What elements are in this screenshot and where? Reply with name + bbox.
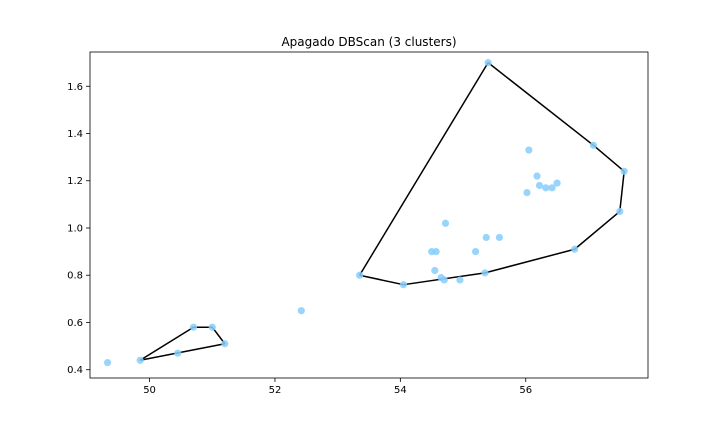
data-point [571,245,579,253]
data-point [221,340,229,348]
data-point [481,269,489,277]
plot-frame [89,51,649,379]
y-tick-label: 0.8 [67,271,83,282]
data-point [208,323,216,331]
data-point [535,181,544,190]
data-point [297,307,305,315]
data-point [103,359,112,367]
data-point [431,266,439,275]
data-point [356,271,364,279]
data-point [616,207,624,216]
chart-title: Apagado DBScan (3 clusters) [281,35,456,49]
data-point [432,248,440,256]
data-point [620,167,628,175]
x-axis: 50 52 54 56 [143,378,532,396]
data-point [523,188,531,197]
x-tick-label: 56 [519,385,532,396]
y-tick-label: 1.6 [67,82,83,93]
data-point [471,248,480,256]
data-point [441,219,450,227]
data-point [174,349,182,357]
data-point [456,276,464,284]
y-tick-label: 0.4 [67,365,83,376]
data-point [542,184,550,192]
data-point [136,356,144,364]
data-point [553,179,561,187]
y-axis: 0.4 0.6 0.8 1.0 1.2 1.4 1.6 [67,82,90,376]
plot-area [90,52,648,378]
data-point [399,281,408,289]
data-point [525,146,533,154]
data-point [548,184,556,192]
x-tick-label: 54 [394,385,407,396]
x-tick-label: 50 [143,385,156,396]
y-tick-label: 1.2 [67,176,83,187]
data-point [533,172,541,180]
points-layer [103,59,628,367]
y-tick-label: 0.6 [67,318,83,329]
x-tick-label: 52 [269,385,282,396]
data-point [589,141,598,149]
data-point [440,276,448,284]
data-point [189,323,198,331]
data-point [484,59,492,67]
data-point [495,233,504,242]
data-point [482,233,490,242]
y-tick-label: 1.0 [67,223,83,234]
y-tick-label: 1.4 [67,129,83,140]
